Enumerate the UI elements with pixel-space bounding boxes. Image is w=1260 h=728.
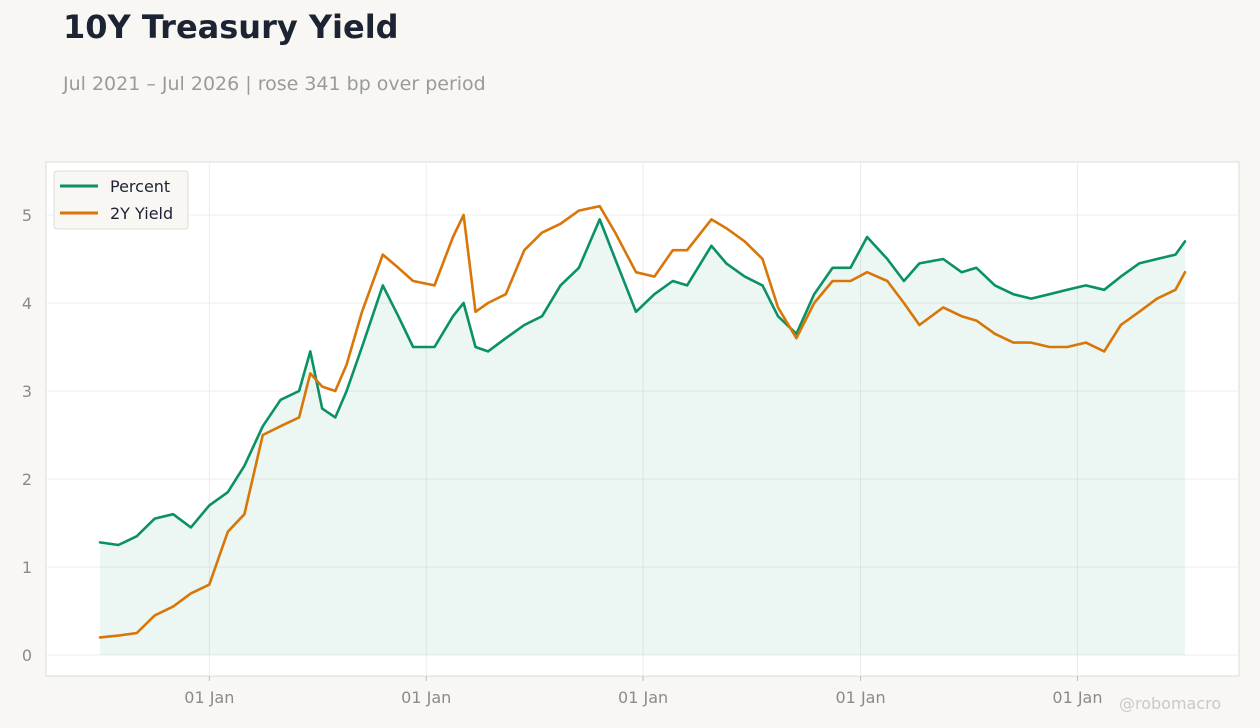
y-tick-label: 1 [22,558,32,577]
watermark: @robomacro [1119,694,1222,713]
chart-title: 10Y Treasury Yield [63,8,399,46]
y-tick-label: 5 [22,206,32,225]
legend: Percent 2Y Yield [53,170,189,230]
x-tick-label: 01 Jan [1052,688,1102,707]
y-tick-label: 0 [22,646,32,665]
legend-label-percent: Percent [110,177,170,196]
x-tick-label: 01 Jan [618,688,668,707]
area-fill-0 [100,219,1185,655]
series-line-0 [98,218,1187,547]
chart-subtitle: Jul 2021 – Jul 2026 | rose 341 bp over p… [63,73,486,95]
y-tick-label: 2 [22,470,32,489]
area-fill [100,219,1185,655]
grid [47,163,1238,675]
x-tick-label: 01 Jan [401,688,451,707]
y-tick-label: 3 [22,382,32,401]
x-axis: 01 Jan 01 Jan 01 Jan 01 Jan 01 Jan [184,676,1103,707]
series-lines [98,204,1187,639]
x-tick-label: 01 Jan [184,688,234,707]
y-axis: 0 1 2 3 4 5 [22,206,32,665]
y-tick-label: 4 [22,294,32,313]
plot-area [45,161,1240,677]
x-tick-label: 01 Jan [836,688,886,707]
series-line-1 [98,204,1187,639]
legend-label-2y-yield: 2Y Yield [110,204,173,223]
